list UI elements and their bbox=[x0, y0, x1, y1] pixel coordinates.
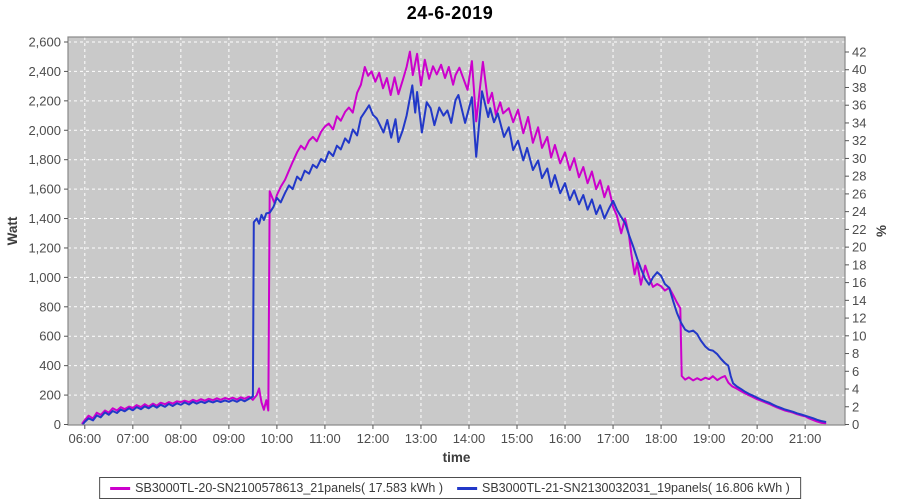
right-tick-label: 36 bbox=[852, 98, 866, 113]
x-tick-label: 06:00 bbox=[69, 431, 102, 446]
right-tick-label: 22 bbox=[852, 222, 866, 237]
series-line-1 bbox=[82, 84, 827, 425]
right-tick-label: 10 bbox=[852, 328, 866, 343]
x-tick-label: 20:00 bbox=[741, 431, 774, 446]
right-tick-label: 38 bbox=[852, 80, 866, 95]
right-tick-label: 42 bbox=[852, 45, 866, 60]
chart-title: 24-6-2019 bbox=[406, 3, 494, 23]
x-tick-label: 13:00 bbox=[405, 431, 438, 446]
right-tick-label: 18 bbox=[852, 257, 866, 272]
left-tick-label: 1,400 bbox=[28, 211, 61, 226]
right-tick-label: 8 bbox=[852, 346, 859, 361]
series-1-line-swatch bbox=[457, 486, 477, 490]
plot-background bbox=[68, 37, 845, 425]
right-tick-label: 30 bbox=[852, 151, 866, 166]
x-tick-label: 21:00 bbox=[789, 431, 822, 446]
right-tick-label: 14 bbox=[852, 293, 866, 308]
legend-item-inverter-21: SB3000TL-21-SN2130032031_19panels( 16.80… bbox=[457, 481, 790, 495]
y-axis-label-left: Watt bbox=[5, 216, 20, 245]
left-tick-label: 800 bbox=[39, 299, 61, 314]
x-tick-label: 16:00 bbox=[549, 431, 582, 446]
x-tick-label: 14:00 bbox=[453, 431, 486, 446]
left-tick-label: 2,600 bbox=[28, 35, 61, 50]
right-tick-label: 12 bbox=[852, 311, 866, 326]
right-tick-label: 20 bbox=[852, 240, 866, 255]
series-0-line-swatch bbox=[110, 486, 131, 490]
x-tick-label: 19:00 bbox=[693, 431, 726, 446]
x-tick-label: 18:00 bbox=[645, 431, 678, 446]
y-axis-label-right: % bbox=[874, 225, 889, 237]
legend-label-series-1: SB3000TL-21-SN2130032031_19panels( 16.80… bbox=[482, 481, 790, 495]
right-tick-label: 24 bbox=[852, 204, 866, 219]
x-tick-label: 11:00 bbox=[309, 431, 341, 446]
left-tick-label: 1,800 bbox=[28, 152, 61, 167]
x-tick-label: 15:00 bbox=[501, 431, 534, 446]
x-tick-label: 07:00 bbox=[117, 431, 150, 446]
right-tick-label: 28 bbox=[852, 169, 866, 184]
right-tick-label: 32 bbox=[852, 133, 866, 148]
right-tick-label: 40 bbox=[852, 62, 866, 77]
left-tick-label: 2,200 bbox=[28, 93, 61, 108]
x-tick-label: 08:00 bbox=[165, 431, 198, 446]
left-tick-label: 0 bbox=[54, 417, 61, 432]
left-tick-label: 2,000 bbox=[28, 123, 61, 138]
x-tick-label: 17:00 bbox=[597, 431, 630, 446]
right-tick-label: 2 bbox=[852, 399, 859, 414]
x-tick-label: 12:00 bbox=[357, 431, 390, 446]
left-tick-label: 400 bbox=[39, 358, 61, 373]
left-tick-label: 1,600 bbox=[28, 182, 61, 197]
right-tick-label: 26 bbox=[852, 186, 866, 201]
left-tick-label: 200 bbox=[39, 388, 61, 403]
left-tick-label: 1,000 bbox=[28, 270, 61, 285]
x-axis-label: time bbox=[443, 450, 471, 465]
right-tick-label: 0 bbox=[852, 417, 859, 432]
right-tick-label: 4 bbox=[852, 382, 859, 397]
legend: SB3000TL-20-SN2100578613_21panels( 17.58… bbox=[99, 477, 801, 499]
x-tick-label: 10:00 bbox=[261, 431, 294, 446]
plot-area: 02004006008001,0001,2001,4001,6001,8002,… bbox=[5, 35, 889, 466]
legend-item-inverter-20: SB3000TL-20-SN2100578613_21panels( 17.58… bbox=[110, 481, 443, 495]
plot-border bbox=[67, 36, 846, 426]
left-tick-label: 2,400 bbox=[28, 64, 61, 79]
x-tick-label: 09:00 bbox=[213, 431, 246, 446]
right-tick-label: 34 bbox=[852, 115, 866, 130]
series-line-0 bbox=[81, 50, 827, 425]
legend-label-series-0: SB3000TL-20-SN2100578613_21panels( 17.58… bbox=[135, 481, 443, 495]
right-tick-label: 16 bbox=[852, 275, 866, 290]
left-tick-label: 600 bbox=[39, 329, 61, 344]
left-tick-label: 1,200 bbox=[28, 240, 61, 255]
right-tick-label: 6 bbox=[852, 364, 859, 379]
